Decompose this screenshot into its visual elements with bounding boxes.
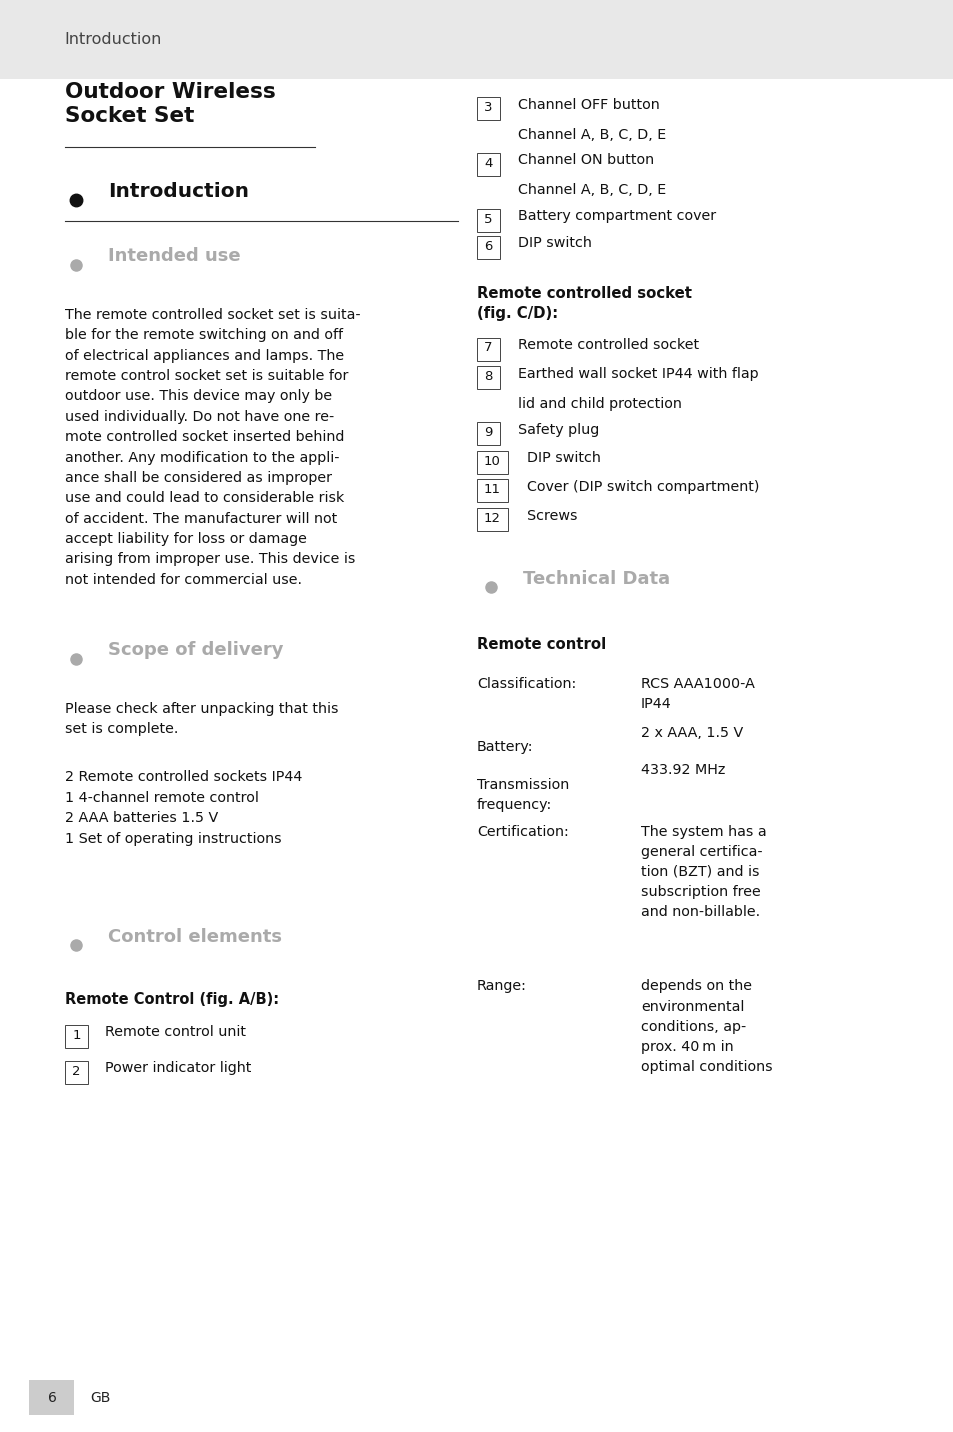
Text: Transmission
frequency:: Transmission frequency:	[476, 778, 569, 812]
Text: Remote controlled socket: Remote controlled socket	[517, 338, 699, 352]
Text: 4: 4	[484, 156, 492, 170]
Text: 12: 12	[483, 511, 500, 526]
Bar	[476, 480, 507, 503]
Text: Channel A, B, C, D, E: Channel A, B, C, D, E	[517, 183, 665, 198]
Text: Remote control unit: Remote control unit	[105, 1025, 246, 1040]
Text: Remote Control (fig. A/B):: Remote Control (fig. A/B):	[65, 992, 278, 1007]
Text: Earthed wall socket IP44 with flap: Earthed wall socket IP44 with flap	[517, 367, 758, 381]
Text: DIP switch: DIP switch	[517, 236, 591, 251]
Text: Safety plug: Safety plug	[517, 422, 598, 437]
Text: 3: 3	[484, 100, 492, 115]
Text: Please check after unpacking that this
set is complete.: Please check after unpacking that this s…	[65, 702, 338, 736]
Bar	[476, 451, 507, 474]
Text: The system has a
general certifica-
tion (BZT) and is
subscription free
and non-: The system has a general certifica- tion…	[640, 825, 766, 919]
Text: DIP switch: DIP switch	[526, 451, 599, 465]
Text: 6: 6	[48, 1390, 57, 1405]
Bar	[476, 153, 499, 176]
Bar	[476, 209, 499, 232]
Text: 433.92 MHz: 433.92 MHz	[640, 763, 724, 778]
Text: Battery compartment cover: Battery compartment cover	[517, 209, 716, 223]
Text: 8: 8	[484, 369, 492, 384]
Text: Outdoor Wireless
Socket Set: Outdoor Wireless Socket Set	[65, 82, 275, 126]
Text: 2 x AAA, 1.5 V: 2 x AAA, 1.5 V	[640, 726, 742, 740]
Text: Channel ON button: Channel ON button	[517, 153, 654, 168]
Text: Control elements: Control elements	[108, 928, 281, 945]
Text: 11: 11	[483, 483, 500, 497]
Text: 5: 5	[484, 212, 492, 226]
Text: Channel OFF button: Channel OFF button	[517, 97, 659, 112]
Bar	[476, 367, 499, 390]
Bar	[476, 508, 507, 531]
Text: Screws: Screws	[526, 508, 577, 523]
Text: Classification:: Classification:	[476, 677, 576, 692]
Text: Introduction: Introduction	[108, 182, 249, 202]
Text: Scope of delivery: Scope of delivery	[108, 642, 283, 659]
Text: 1: 1	[72, 1028, 80, 1042]
Text: The remote controlled socket set is suita-
ble for the remote switching on and o: The remote controlled socket set is suit…	[65, 308, 360, 587]
Text: 6: 6	[484, 239, 492, 253]
Text: GB: GB	[91, 1390, 111, 1405]
Text: 9: 9	[484, 425, 492, 440]
Text: Channel A, B, C, D, E: Channel A, B, C, D, E	[517, 127, 665, 142]
Bar	[65, 1061, 88, 1084]
Text: Battery:: Battery:	[476, 740, 533, 755]
Text: Remote control: Remote control	[476, 637, 605, 652]
Text: Cover (DIP switch compartment): Cover (DIP switch compartment)	[526, 480, 759, 494]
Text: Power indicator light: Power indicator light	[105, 1061, 251, 1075]
Text: Remote controlled socket
(fig. C/D):: Remote controlled socket (fig. C/D):	[476, 286, 691, 321]
Text: Technical Data: Technical Data	[522, 570, 669, 587]
Text: 7: 7	[484, 341, 492, 355]
Bar	[65, 1025, 88, 1048]
Bar	[476, 338, 499, 361]
Bar	[476, 97, 499, 120]
Text: RCS AAA1000-A
IP44: RCS AAA1000-A IP44	[640, 677, 754, 712]
Text: Introduction: Introduction	[65, 32, 162, 47]
Text: Intended use: Intended use	[108, 248, 240, 265]
Text: Range:: Range:	[476, 979, 526, 994]
Text: depends on the
environmental
conditions, ap-
prox. 40 m in
optimal conditions: depends on the environmental conditions,…	[640, 979, 772, 1074]
Text: lid and child protection: lid and child protection	[517, 397, 681, 411]
Text: 2: 2	[72, 1064, 80, 1078]
Text: 10: 10	[483, 454, 500, 468]
Bar	[29, 1380, 74, 1415]
Bar	[0, 0, 953, 79]
Bar	[476, 236, 499, 259]
Text: 2 Remote controlled sockets IP44
1 4-channel remote control
2 AAA batteries 1.5 : 2 Remote controlled sockets IP44 1 4-cha…	[65, 770, 302, 845]
Text: Certification:: Certification:	[476, 825, 568, 839]
Bar	[476, 422, 499, 445]
